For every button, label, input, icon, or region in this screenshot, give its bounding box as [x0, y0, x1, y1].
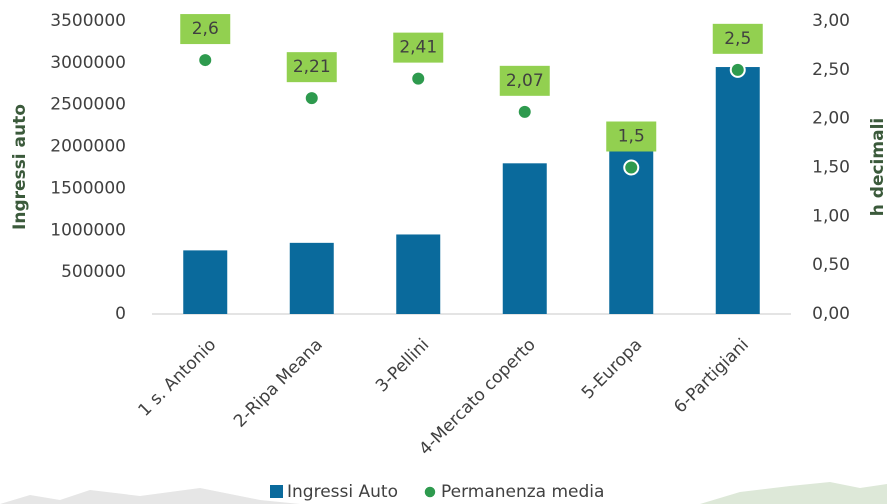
- x-tick-label: 3-Pellini: [372, 335, 433, 396]
- y-tick-label: 500000: [61, 262, 126, 282]
- x-tick-label: 6-Partigiani: [670, 335, 752, 417]
- bar: [609, 150, 654, 314]
- data-label: 2,07: [506, 71, 544, 91]
- data-label-box: [499, 65, 550, 96]
- data-label: 2,21: [293, 57, 331, 77]
- y-tick-label: 1500000: [50, 178, 126, 198]
- point: [303, 90, 320, 107]
- data-label: 1,5: [618, 127, 645, 147]
- point: [197, 52, 214, 69]
- bar: [183, 250, 228, 314]
- data-label-box: [393, 32, 444, 63]
- data-label: 2,5: [724, 29, 751, 49]
- legend-swatch: [423, 485, 437, 499]
- x-tick-label: 5-Europa: [578, 335, 646, 403]
- y2-tick-label: 1,50: [812, 158, 850, 178]
- y2-tick-label: 0,00: [812, 304, 850, 324]
- y2-tick-label: 1,00: [812, 206, 850, 226]
- y2-tick-label: 2,00: [812, 109, 850, 129]
- data-label-box: [180, 14, 231, 45]
- bar: [396, 234, 441, 314]
- legend-label: Permanenza media: [441, 482, 604, 502]
- y-tick-label: 2500000: [50, 95, 126, 115]
- background-hill: [700, 482, 887, 504]
- y2-axis-title: h decimali: [868, 118, 887, 216]
- bar: [715, 67, 760, 315]
- data-label-box: [606, 121, 657, 152]
- bar: [502, 163, 547, 314]
- point: [410, 70, 427, 87]
- point: [623, 159, 640, 176]
- y-axis-title: Ingressi auto: [10, 104, 30, 230]
- data-label: 2,41: [399, 38, 437, 58]
- x-tick-label: 2-Ripa Meana: [230, 335, 327, 432]
- legend-swatch: [270, 485, 283, 498]
- bar: [289, 242, 334, 314]
- y2-tick-label: 0,50: [812, 255, 850, 275]
- y-tick-label: 3000000: [50, 53, 126, 73]
- data-label: 2,6: [192, 19, 219, 39]
- y-tick-label: 0: [115, 304, 126, 324]
- x-tick-label: 1 s. Antonio: [135, 335, 221, 421]
- x-tick-label: 4-Mercato coperto: [415, 335, 539, 459]
- data-label-box: [286, 52, 337, 83]
- background-hill: [0, 488, 300, 504]
- y2-tick-label: 2,50: [812, 60, 850, 80]
- y-tick-label: 3500000: [50, 11, 126, 31]
- y2-tick-label: 3,00: [812, 11, 850, 31]
- y-tick-label: 2000000: [50, 137, 126, 157]
- legend-label: Ingressi Auto: [287, 482, 398, 502]
- point: [516, 103, 533, 120]
- point: [729, 61, 746, 78]
- data-label-box: [712, 23, 763, 54]
- y-tick-label: 1000000: [50, 220, 126, 240]
